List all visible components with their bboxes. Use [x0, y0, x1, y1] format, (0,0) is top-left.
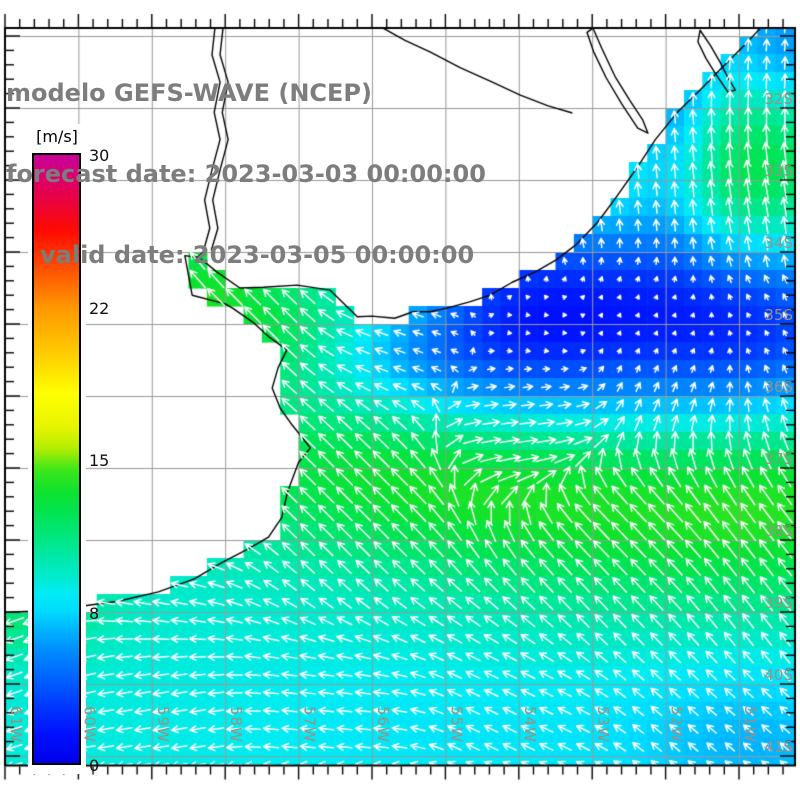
valid-date-line: valid date: 2023-03-05 00:00:00 [40, 241, 475, 269]
model-title: modelo GEFS-WAVE (NCEP) [6, 79, 372, 107]
colorbar-gradient [32, 153, 81, 765]
plot-title-block: modelo GEFS-WAVE (NCEP) forecast date: 2… [6, 26, 486, 323]
forecast-date-line: forecast date: 2023-03-03 00:00:00 [6, 160, 486, 188]
colorbar-unit-label: [m/s] [36, 127, 78, 146]
